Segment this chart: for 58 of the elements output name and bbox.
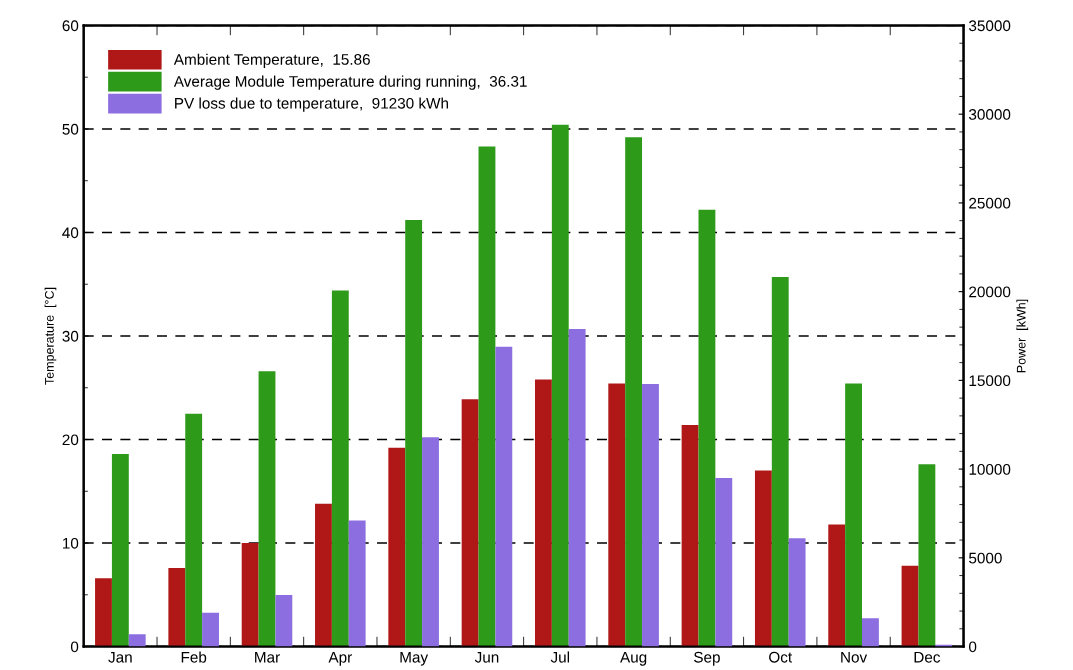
y-tick-label: 40 xyxy=(62,227,79,239)
y-tick-label: 10 xyxy=(63,537,79,549)
y2-axis-title: Power [kWh] xyxy=(1016,299,1029,373)
bar xyxy=(681,425,699,647)
bar xyxy=(828,524,846,647)
y-tick-label: 0 xyxy=(70,641,79,653)
bar xyxy=(202,612,219,647)
x-tick-label: Feb xyxy=(181,651,207,663)
bar xyxy=(185,413,203,647)
y2-tick-label: 15000 xyxy=(969,375,1011,387)
y-tick-label: 30 xyxy=(62,330,79,342)
bar xyxy=(241,543,259,647)
x-tick-label: Jan xyxy=(108,651,132,663)
y-tick-label: 50 xyxy=(62,123,79,135)
bar xyxy=(258,371,276,647)
x-tick-label: May xyxy=(400,651,429,666)
bar xyxy=(388,447,406,647)
y-tick-label: 20 xyxy=(62,434,79,446)
bar xyxy=(534,379,552,647)
legend-label: Ambient Temperature, 15.86 xyxy=(173,53,370,68)
y2-tick-label: 5000 xyxy=(969,552,1002,564)
x-tick-label: Jun xyxy=(474,651,499,663)
bar xyxy=(128,634,146,647)
y-tick-label: 60 xyxy=(62,20,79,32)
x-tick-label: Jul xyxy=(550,651,570,663)
x-tick-label: Nov xyxy=(841,651,868,663)
y2-tick-label: 10000 xyxy=(969,463,1011,475)
x-tick-label: Mar xyxy=(255,651,280,663)
x-tick-label: Apr xyxy=(328,651,352,666)
bar xyxy=(95,578,112,647)
bar xyxy=(698,209,716,647)
x-tick-label: Sep xyxy=(694,651,720,666)
legend-label: PV loss due to temperature, 91230 kWh xyxy=(175,97,448,112)
bar xyxy=(111,454,129,647)
bar xyxy=(862,618,879,647)
x-tick-label: Aug xyxy=(620,651,647,666)
y-axis-title: Temperature [°C] xyxy=(44,287,57,385)
bar xyxy=(771,277,789,647)
bar xyxy=(754,470,772,647)
bar xyxy=(168,567,186,647)
y2-tick-label: 35000 xyxy=(969,20,1011,32)
y2-tick-label: 20000 xyxy=(969,286,1011,298)
bar xyxy=(405,220,423,647)
bar xyxy=(461,399,479,647)
bar xyxy=(275,595,293,647)
bar xyxy=(918,464,936,647)
bar xyxy=(331,290,349,647)
legend-label: Average Module Temperature during running, 36.31 xyxy=(173,75,527,90)
x-tick-label: Oct xyxy=(769,651,793,663)
bar xyxy=(845,383,862,647)
bar xyxy=(901,565,919,647)
bar xyxy=(608,383,626,647)
y2-tick-label: 30000 xyxy=(969,109,1011,120)
bar xyxy=(315,503,332,647)
y2-tick-label: 0 xyxy=(969,641,977,653)
y2-tick-label: 25000 xyxy=(969,197,1011,209)
x-tick-label: Dec xyxy=(914,651,941,663)
bar xyxy=(788,538,806,647)
